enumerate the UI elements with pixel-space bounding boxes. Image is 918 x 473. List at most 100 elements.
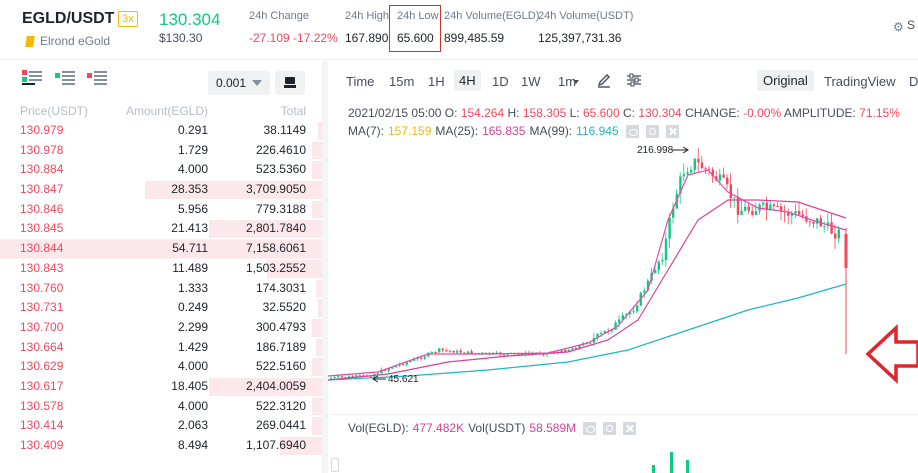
mode-original[interactable]: Original <box>757 70 814 91</box>
candle-body <box>830 222 833 234</box>
order-row[interactable]: 130.846 5.956 779.3188 <box>0 200 322 220</box>
book-view-both-icon[interactable] <box>22 70 42 86</box>
order-row[interactable]: 130.843 11.489 1,503.2552 <box>0 259 322 279</box>
header-right-label[interactable]: S <box>907 18 916 32</box>
order-price: 130.760 <box>20 280 64 295</box>
order-row[interactable]: 130.629 4.000 522.5160 <box>0 357 322 377</box>
candle-body <box>693 158 696 170</box>
low-label: L: <box>569 106 580 120</box>
chevron-down-icon[interactable] <box>573 80 579 84</box>
pencil-icon[interactable] <box>596 72 612 88</box>
candle-body <box>823 226 826 228</box>
order-row[interactable]: 130.847 28.353 3,709.9050 <box>0 180 322 200</box>
order-row[interactable]: 130.884 4.000 523.5360 <box>0 160 322 180</box>
high-label: H: <box>507 106 520 120</box>
gear-icon[interactable] <box>645 124 659 138</box>
tab-1w[interactable]: 1W <box>521 74 541 89</box>
order-price: 130.664 <box>20 339 64 354</box>
indicator-settings-icon[interactable] <box>626 72 642 88</box>
volume-chart <box>652 452 689 473</box>
panel-divider <box>322 61 328 473</box>
candlestick-chart[interactable]: 216.998 45.621 <box>328 140 918 412</box>
order-row[interactable]: 130.978 1.729 226.4610 <box>0 141 322 161</box>
stat-value: -27.109 -17.22% <box>249 31 338 45</box>
candle-body <box>362 375 365 377</box>
precision-select[interactable]: 0.001 <box>208 71 270 95</box>
order-book: 0.001 Price(USDT) Amount(EGLD) Total 130… <box>0 61 322 473</box>
book-view-asks-icon[interactable] <box>87 70 107 86</box>
order-row[interactable]: 130.760 1.333 174.3031 <box>0 279 322 299</box>
order-row[interactable]: 130.844 54.711 7,158.6061 <box>0 239 322 259</box>
volume-legend: Vol(EGLD): 477.482K Vol(USDT) 58.589M <box>348 421 637 435</box>
order-price: 130.700 <box>20 319 64 334</box>
ma25-value: 165.835 <box>482 124 526 138</box>
order-price: 130.617 <box>20 378 64 393</box>
order-amount: 28.353 <box>171 182 208 197</box>
eye-icon[interactable] <box>583 421 597 435</box>
depth-bar <box>316 279 322 298</box>
candle-body <box>805 216 808 222</box>
tab-time[interactable]: Time <box>346 74 375 89</box>
order-amount: 4.000 <box>177 359 208 374</box>
order-amount: 1.333 <box>177 280 208 295</box>
order-row[interactable]: 130.845 21.413 2,801.7840 <box>0 219 322 239</box>
candle-body <box>787 212 790 216</box>
candle-body <box>355 375 358 378</box>
order-row[interactable]: 130.700 2.299 300.4793 <box>0 318 322 338</box>
eye-icon[interactable] <box>625 124 639 138</box>
depth-bar <box>312 318 322 337</box>
candle-body <box>387 368 390 371</box>
candle-body <box>542 354 545 356</box>
close-icon[interactable] <box>665 124 679 138</box>
coin-name-row[interactable]: Elrond eGold <box>25 34 110 48</box>
candle-body <box>502 354 506 356</box>
tab-1h[interactable]: 1H <box>428 74 445 89</box>
order-row[interactable]: 130.409 8.494 1,107.6940 <box>0 436 322 456</box>
tab-1d[interactable]: 1D <box>492 74 509 89</box>
order-price: 130.629 <box>20 359 64 374</box>
symbol-title[interactable]: EGLD/USDT <box>22 10 115 27</box>
book-settings-icon[interactable] <box>275 71 305 95</box>
candle-body <box>589 342 592 344</box>
order-price: 130.409 <box>20 438 64 452</box>
book-view-bids-icon[interactable] <box>55 70 75 86</box>
order-row[interactable]: 130.731 0.249 32.5520 <box>0 298 322 318</box>
gear-icon[interactable] <box>603 421 617 435</box>
low-value: 65.600 <box>582 106 620 120</box>
tab-4h[interactable]: 4H <box>454 70 481 91</box>
candle-body <box>610 329 614 332</box>
candle-body <box>826 222 830 227</box>
stat-label: 24h High <box>345 10 390 22</box>
candle-body <box>452 350 455 353</box>
order-row[interactable]: 130.664 1.429 186.7189 <box>0 338 322 358</box>
candle-body <box>686 172 689 175</box>
stat-24h-change: 24h Change -27.109 -17.22% <box>249 10 338 45</box>
settings-icon[interactable]: ⚙ <box>893 20 904 34</box>
chevron-down-icon <box>252 80 262 86</box>
ma99-label: MA(99): <box>529 124 573 138</box>
close-icon[interactable] <box>623 421 637 435</box>
candle-body <box>661 260 664 262</box>
candle-body <box>484 352 488 354</box>
ma25-line <box>328 199 847 381</box>
scroll-handle[interactable] <box>331 458 339 472</box>
order-row[interactable]: 130.617 18.405 2,404.0059 <box>0 377 322 397</box>
tab-15m[interactable]: 15m <box>389 74 415 89</box>
order-row[interactable]: 130.578 4.000 522.3120 <box>0 397 322 417</box>
candle-body <box>729 184 732 199</box>
candle-body <box>690 169 693 173</box>
order-amount: 0.291 <box>177 123 208 137</box>
candle-body <box>790 213 794 216</box>
candle-body <box>816 218 819 224</box>
col-total-header: Total <box>280 104 306 118</box>
candle-body <box>600 332 603 334</box>
tab-1m[interactable]: 1m <box>558 74 577 89</box>
candle-body <box>754 210 758 215</box>
order-row[interactable]: 130.414 2.063 269.0441 <box>0 416 322 436</box>
candle-body <box>704 168 707 170</box>
candle-body <box>560 349 563 352</box>
open-value: 154.264 <box>460 106 505 120</box>
order-row[interactable]: 130.979 0.291 38.1149 <box>0 121 322 141</box>
mode-tradingview[interactable]: TradingView <box>824 74 896 89</box>
mode-depth[interactable]: D <box>909 74 918 89</box>
